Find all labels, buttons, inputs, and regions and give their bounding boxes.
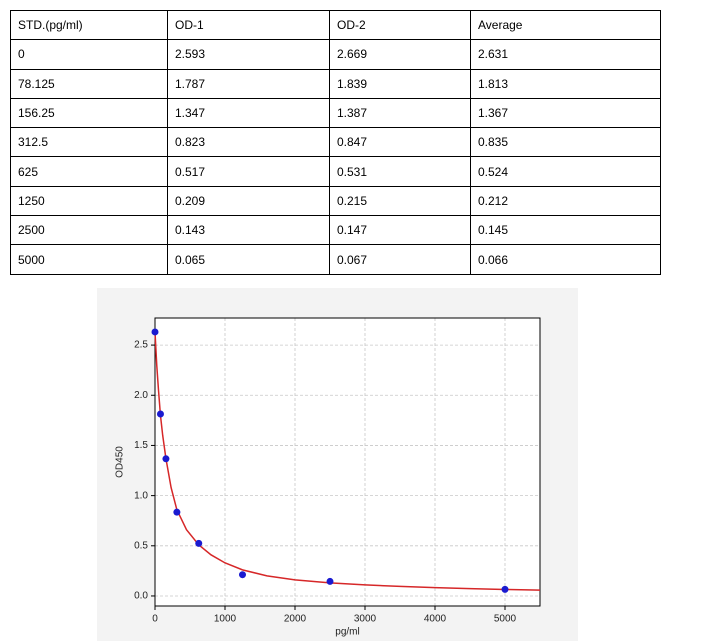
x-tick-label: 4000 [424, 614, 447, 625]
table-cell: STD.(pg/ml) [10, 9, 168, 41]
table-cell: 312.5 [10, 127, 168, 158]
x-tick-label: 1000 [214, 614, 237, 625]
data-point [151, 328, 159, 336]
table-row: STD.(pg/ml) OD-1 OD-2 Average [10, 9, 661, 41]
data-point [173, 508, 181, 516]
table-cell: 1.347 [167, 97, 330, 129]
y-axis-label: OD450 [115, 446, 126, 478]
y-tick-label: 1.0 [134, 490, 148, 501]
table-cell: 0.066 [470, 244, 661, 275]
table-cell: 0.212 [470, 185, 661, 217]
table-row: 1250 0.209 0.215 0.212 [10, 185, 661, 217]
table-cell: 1.387 [329, 97, 471, 129]
table-cell: OD-2 [329, 9, 471, 41]
table-cell: Average [470, 9, 661, 41]
data-point [326, 577, 334, 585]
table-cell: 2.669 [329, 39, 471, 70]
x-tick-label: 0 [152, 614, 158, 625]
table-cell: 0.524 [470, 156, 661, 187]
table-cell: 1250 [10, 185, 168, 217]
table-cell: 0 [10, 39, 168, 70]
plot-frame [154, 317, 541, 607]
table-cell: 0.531 [329, 156, 471, 187]
data-point [501, 585, 509, 593]
table-cell: 0.143 [167, 215, 330, 246]
y-tick-label: 2.5 [134, 340, 148, 351]
y-tick-label: 0.5 [134, 540, 148, 551]
x-tick-label: 5000 [494, 614, 517, 625]
y-tick-label: 1.5 [134, 440, 148, 451]
data-point [195, 539, 203, 547]
chart-panel: 0.0 0.5 1.0 1.5 2.0 2.5 0 1000 2000 3000 4000 5000 p… [97, 288, 578, 641]
table-cell: 5000 [10, 244, 168, 275]
table-row: 2500 0.143 0.147 0.145 [10, 215, 661, 246]
table-cell: 0.145 [470, 215, 661, 246]
table-cell: OD-1 [167, 9, 330, 41]
fit-curve [154, 332, 541, 591]
data-point [239, 571, 246, 579]
table-cell: 0.067 [329, 244, 471, 275]
y-tick-label: 2.0 [134, 390, 148, 401]
data-point [162, 455, 170, 463]
table-row: 5000 0.065 0.067 0.066 [10, 244, 661, 275]
plot-area [155, 318, 540, 606]
table-cell: 0.065 [167, 244, 330, 275]
table-cell: 156.25 [10, 97, 168, 129]
x-tick-label: 2000 [284, 614, 307, 625]
table-cell: 78.125 [10, 68, 168, 99]
y-tick-label: 0.0 [134, 591, 148, 602]
table-row: 625 0.517 0.531 0.524 [10, 156, 661, 187]
x-axis-label: pg/ml [335, 627, 359, 638]
table-cell: 1.787 [167, 68, 330, 99]
table-cell: 0.147 [329, 215, 471, 246]
table-cell: 0.823 [167, 127, 330, 158]
table-cell: 2500 [10, 215, 168, 246]
table-cell: 2.593 [167, 39, 330, 70]
table-cell: 2.631 [470, 39, 661, 70]
table-cell: 625 [10, 156, 168, 187]
chart: 0.0 0.5 1.0 1.5 2.0 2.5 0 1000 2000 3000 4000 5000 p… [115, 317, 541, 638]
table-cell: 1.367 [470, 97, 661, 129]
table-cell: 1.839 [329, 68, 471, 99]
x-tick-label: 3000 [354, 614, 377, 625]
table-row: 312.5 0.823 0.847 0.835 [10, 127, 661, 158]
table-cell: 0.209 [167, 185, 330, 217]
table-cell: 0.517 [167, 156, 330, 187]
table-row: 0 2.593 2.669 2.631 [10, 39, 661, 70]
table-cell: 1.813 [470, 68, 661, 99]
table-cell: 0.215 [329, 185, 471, 217]
table-cell: 0.847 [329, 127, 471, 158]
table-row: 156.25 1.347 1.387 1.367 [10, 97, 661, 129]
data-point [156, 410, 164, 418]
table-row: 78.125 1.787 1.839 1.813 [10, 68, 661, 99]
data-table: STD.(pg/ml) OD-1 OD-2 Average 0 2.593 2.669 2.6… [10, 9, 661, 275]
table-cell: 0.835 [470, 127, 661, 158]
